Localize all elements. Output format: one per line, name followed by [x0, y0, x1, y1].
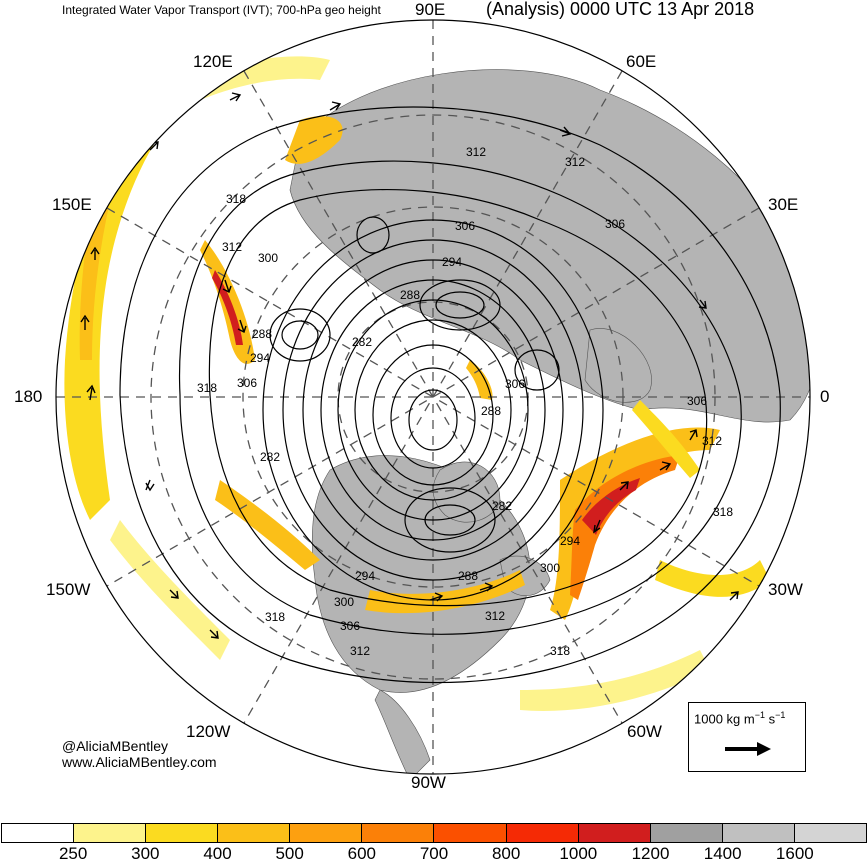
contour-label: 282 — [492, 499, 512, 513]
colorbar-swatch — [434, 824, 507, 842]
contour-label: 306 — [237, 376, 257, 390]
colorbar-swatch — [794, 824, 866, 842]
contour-label: 282 — [260, 450, 280, 464]
contour-label: 318 — [265, 610, 285, 624]
lon-label-180: 180 — [14, 387, 43, 406]
contour-label: 282 — [352, 335, 372, 349]
credit-handle: @AliciaMBentley — [62, 738, 169, 754]
contour-label: 306 — [455, 219, 475, 233]
colorbar-swatch — [2, 824, 75, 842]
colorbar-tick-label: 1000 — [559, 844, 598, 863]
contour-label: 288 — [252, 327, 272, 341]
credit-website[interactable]: www.AliciaMBentley.com — [62, 754, 217, 770]
map-boundary — [55, 19, 811, 775]
lon-label-30e: 30E — [768, 195, 799, 214]
lon-label-0: 0 — [820, 387, 830, 406]
contour-label: 306 — [605, 217, 625, 231]
contour-label: 306 — [505, 377, 525, 391]
contour-label: 312 — [222, 240, 242, 254]
contour-labels: 312 312 318 306 312 300 294 306 288 282 … — [197, 145, 733, 658]
contour-label: 288 — [481, 404, 501, 418]
colorbar-swatch — [506, 824, 579, 842]
ivt-vectors — [80, 92, 739, 639]
contour-label: 318 — [713, 505, 733, 519]
colorbar-tick-labels: 250 300 400 500 600 700 800 1000 1200 1400 1600 — [0, 844, 868, 865]
lon-label-90e: 90E — [415, 0, 446, 19]
colorbar-tick-label: 600 — [347, 844, 377, 863]
contour-label: 312 — [485, 609, 505, 623]
colorbar-swatch — [290, 824, 363, 842]
contour-label: 294 — [355, 569, 375, 583]
contour-label: 294 — [442, 255, 462, 269]
colorbar-tick-label: 1400 — [703, 844, 742, 863]
contour-label: 300 — [258, 251, 278, 265]
colorbar-swatch — [650, 824, 723, 842]
colorbar — [1, 823, 867, 843]
colorbar-swatch — [722, 824, 795, 842]
reference-vector-legend: 1000 kg m−1 s−1 — [688, 702, 806, 772]
colorbar-tick-label: 800 — [491, 844, 521, 863]
lon-label-120e: 120E — [193, 52, 233, 71]
contour-label: 312 — [565, 155, 585, 169]
contour-label: 306 — [340, 619, 360, 633]
colorbar-tick-label: 400 — [203, 844, 232, 863]
contour-label: 312 — [702, 434, 722, 448]
contour-label: 306 — [687, 394, 707, 408]
lon-label-150e: 150E — [52, 195, 92, 214]
lon-label-60w: 60W — [627, 722, 662, 741]
colorbar-swatch — [146, 824, 219, 842]
contour-label: 300 — [334, 595, 354, 609]
contour-label: 312 — [466, 145, 486, 159]
colorbar-tick-label: 250 — [58, 844, 88, 863]
chart-title: Integrated Water Vapor Transport (IVT); … — [62, 3, 381, 17]
lon-label-150w: 150W — [46, 580, 91, 599]
contour-label: 288 — [458, 569, 478, 583]
colorbar-tick-label: 300 — [131, 844, 160, 863]
colorbar-tick-label: 1200 — [631, 844, 670, 863]
height-contours — [119, 106, 781, 684]
contour-label: 300 — [540, 561, 560, 575]
colorbar-swatch — [578, 824, 651, 842]
colorbar-tick-label: 500 — [275, 844, 304, 863]
contour-label: 312 — [350, 644, 370, 658]
colorbar-swatch — [74, 824, 147, 842]
colorbar-tick-label: 1600 — [775, 844, 814, 863]
lon-label-120w: 120W — [186, 722, 231, 741]
reference-arrow-icon — [725, 742, 771, 756]
colorbar-swatch — [218, 824, 291, 842]
contour-label: 294 — [250, 351, 270, 365]
graticule — [56, 20, 810, 774]
reference-vector-label: 1000 kg m−1 s−1 — [694, 710, 786, 727]
lon-label-90w: 90W — [411, 773, 446, 792]
valid-time: (Analysis) 0000 UTC 13 Apr 2018 — [486, 0, 755, 19]
contour-label: 318 — [550, 644, 570, 658]
contour-label: 318 — [197, 381, 217, 395]
lon-label-30w: 30W — [768, 580, 803, 599]
colorbar-swatch — [362, 824, 435, 842]
contour-label: 318 — [226, 192, 246, 206]
contour-label: 294 — [560, 534, 580, 548]
contour-label: 288 — [400, 288, 420, 302]
colorbar-tick-label: 700 — [419, 844, 449, 863]
lon-label-60e: 60E — [626, 52, 657, 71]
